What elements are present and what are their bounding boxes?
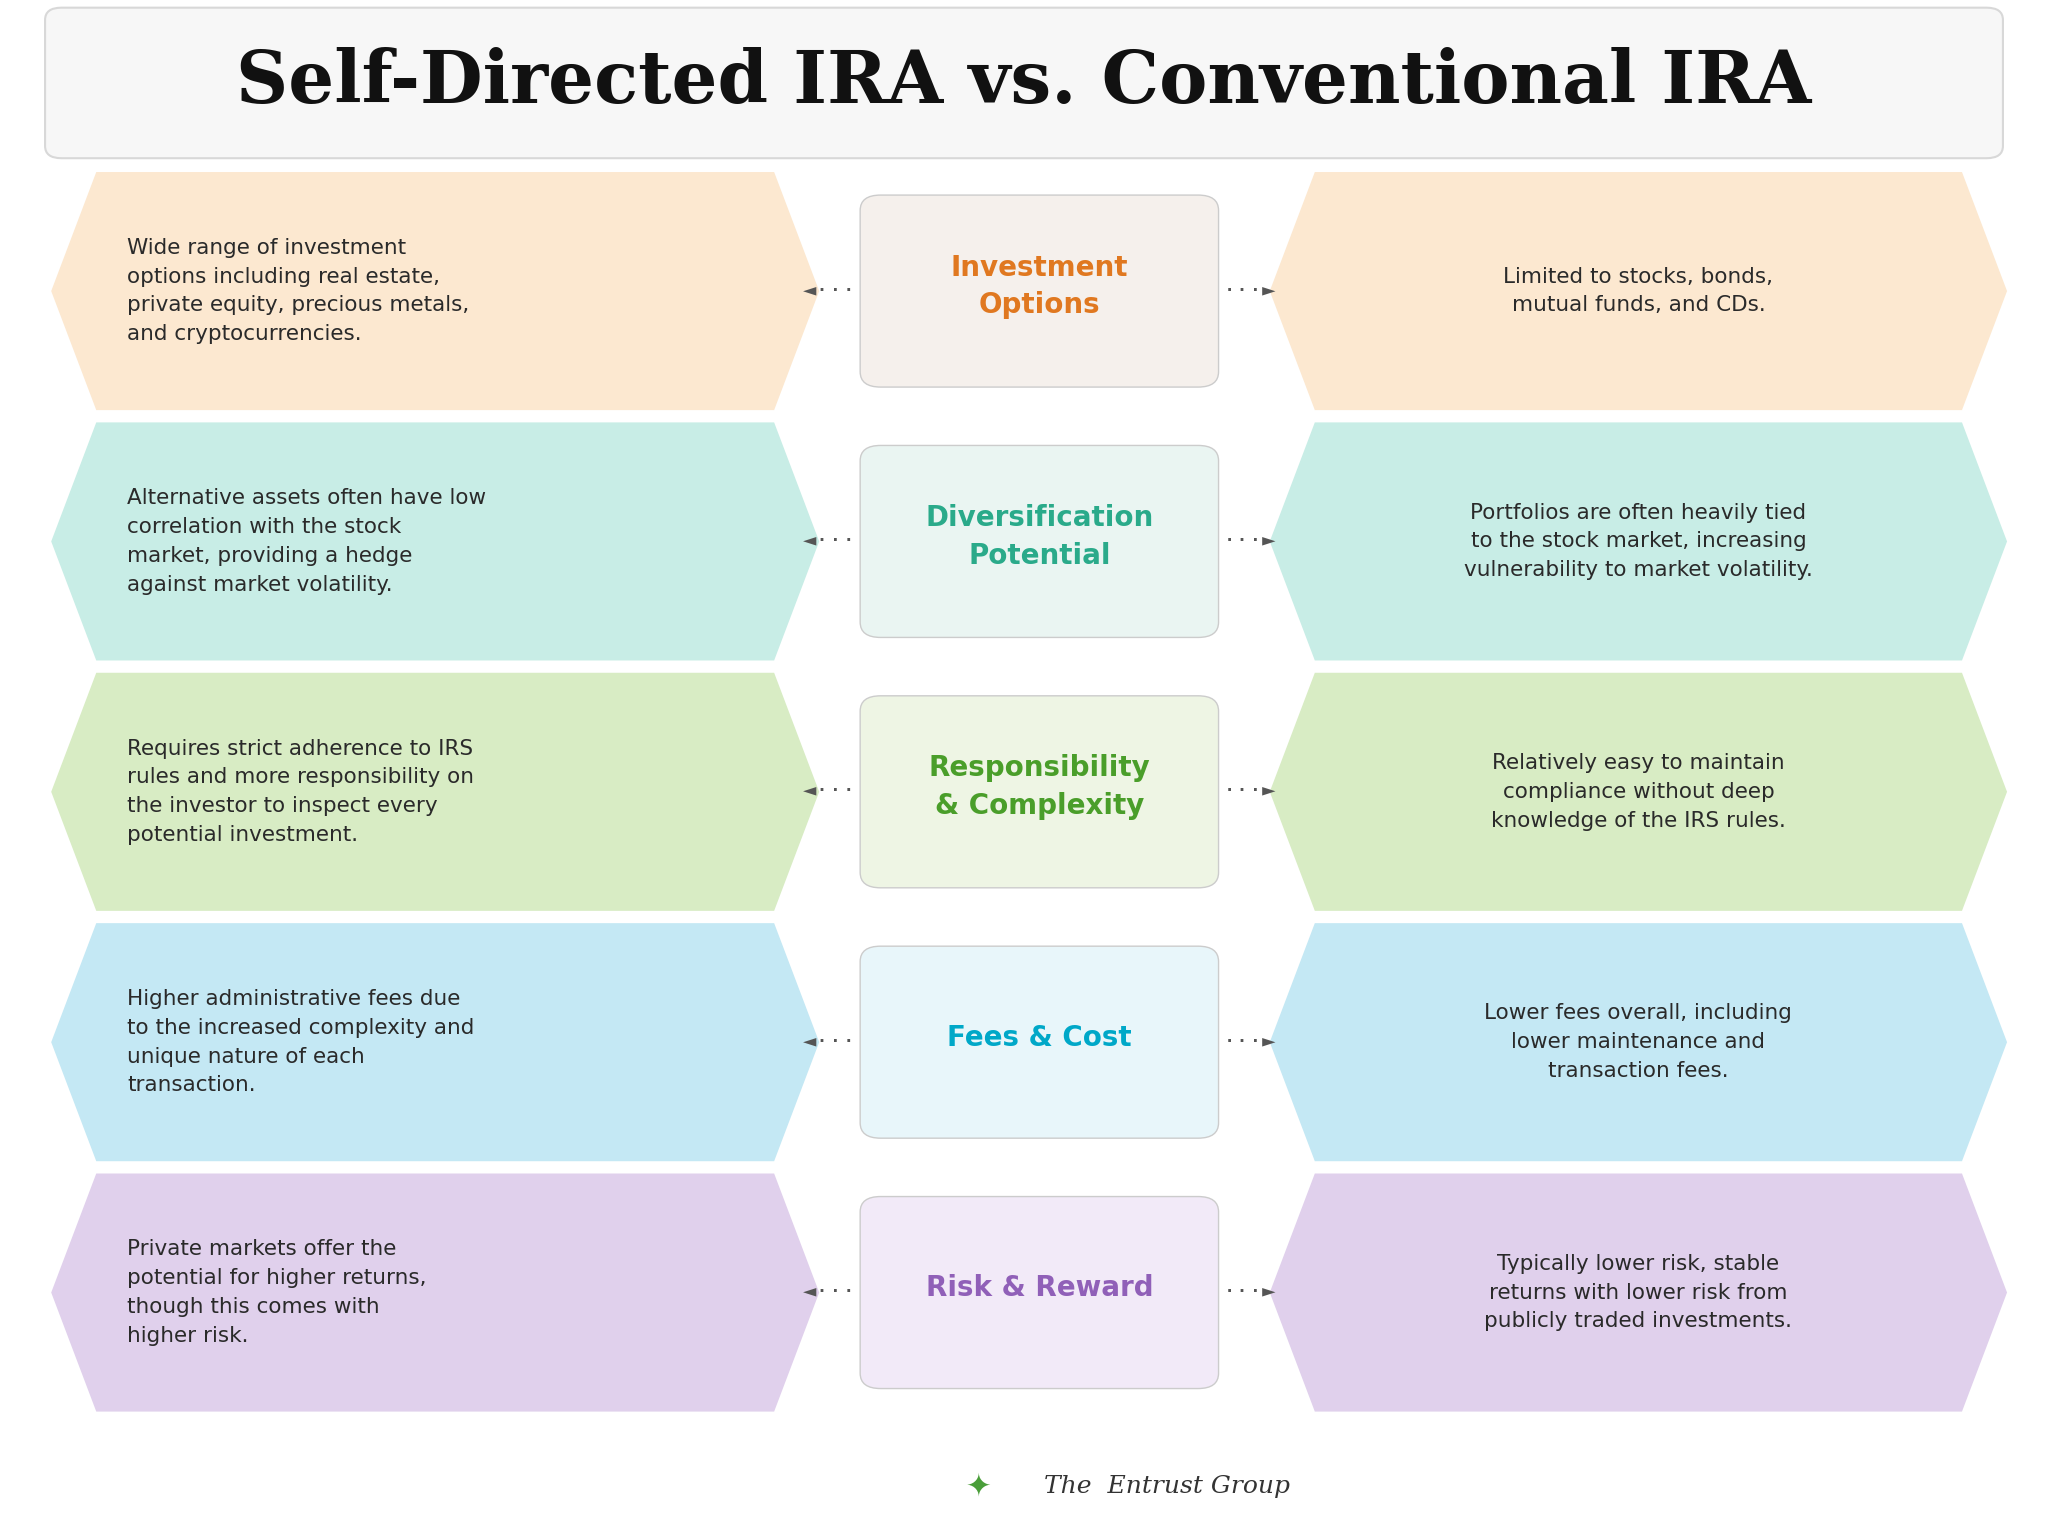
- Text: ◄···: ◄···: [803, 1032, 856, 1052]
- Polygon shape: [1270, 673, 2007, 911]
- Text: ···►: ···►: [1223, 1283, 1276, 1303]
- Text: ◄···: ◄···: [803, 531, 856, 551]
- Text: Portfolios are often heavily tied
to the stock market, increasing
vulnerability : Portfolios are often heavily tied to the…: [1464, 502, 1812, 581]
- Polygon shape: [1270, 923, 2007, 1161]
- FancyBboxPatch shape: [860, 946, 1219, 1138]
- Text: Requires strict adherence to IRS
rules and more responsibility on
the investor t: Requires strict adherence to IRS rules a…: [127, 739, 473, 845]
- Text: ···►: ···►: [1223, 531, 1276, 551]
- Text: Responsibility
& Complexity: Responsibility & Complexity: [928, 754, 1151, 820]
- Text: Risk & Reward: Risk & Reward: [926, 1273, 1153, 1303]
- Text: Relatively easy to maintain
compliance without deep
knowledge of the IRS rules.: Relatively easy to maintain compliance w…: [1491, 753, 1786, 831]
- Polygon shape: [51, 422, 819, 660]
- Polygon shape: [51, 1174, 819, 1412]
- Text: Self-Directed IRA vs. Conventional IRA: Self-Directed IRA vs. Conventional IRA: [236, 48, 1812, 118]
- Text: Diversification
Potential: Diversification Potential: [926, 504, 1153, 570]
- Text: Fees & Cost: Fees & Cost: [946, 1023, 1133, 1052]
- FancyBboxPatch shape: [860, 445, 1219, 637]
- Text: ◄···: ◄···: [803, 782, 856, 802]
- Text: ···►: ···►: [1223, 1032, 1276, 1052]
- Text: ◄···: ◄···: [803, 1283, 856, 1303]
- Text: ◄···: ◄···: [803, 281, 856, 301]
- Text: Investment
Options: Investment Options: [950, 253, 1128, 319]
- FancyBboxPatch shape: [860, 195, 1219, 387]
- FancyBboxPatch shape: [860, 696, 1219, 888]
- Text: ···►: ···►: [1223, 782, 1276, 802]
- Polygon shape: [51, 172, 819, 410]
- FancyBboxPatch shape: [45, 8, 2003, 158]
- Text: Limited to stocks, bonds,
mutual funds, and CDs.: Limited to stocks, bonds, mutual funds, …: [1503, 267, 1774, 315]
- FancyBboxPatch shape: [860, 1197, 1219, 1389]
- Text: Typically lower risk, stable
returns with lower risk from
publicly traded invest: Typically lower risk, stable returns wit…: [1485, 1253, 1792, 1332]
- Text: The  Entrust Group: The Entrust Group: [1044, 1476, 1290, 1498]
- Polygon shape: [1270, 172, 2007, 410]
- Text: Higher administrative fees due
to the increased complexity and
unique nature of : Higher administrative fees due to the in…: [127, 989, 475, 1095]
- Text: Wide range of investment
options including real estate,
private equity, precious: Wide range of investment options includi…: [127, 238, 469, 344]
- Polygon shape: [51, 673, 819, 911]
- Polygon shape: [51, 923, 819, 1161]
- Text: Lower fees overall, including
lower maintenance and
transaction fees.: Lower fees overall, including lower main…: [1485, 1003, 1792, 1081]
- Text: Private markets offer the
potential for higher returns,
though this comes with
h: Private markets offer the potential for …: [127, 1240, 426, 1346]
- Polygon shape: [1270, 422, 2007, 660]
- Text: ✦: ✦: [967, 1473, 991, 1501]
- Text: ···►: ···►: [1223, 281, 1276, 301]
- Text: Alternative assets often have low
correlation with the stock
market, providing a: Alternative assets often have low correl…: [127, 488, 485, 594]
- Polygon shape: [1270, 1174, 2007, 1412]
